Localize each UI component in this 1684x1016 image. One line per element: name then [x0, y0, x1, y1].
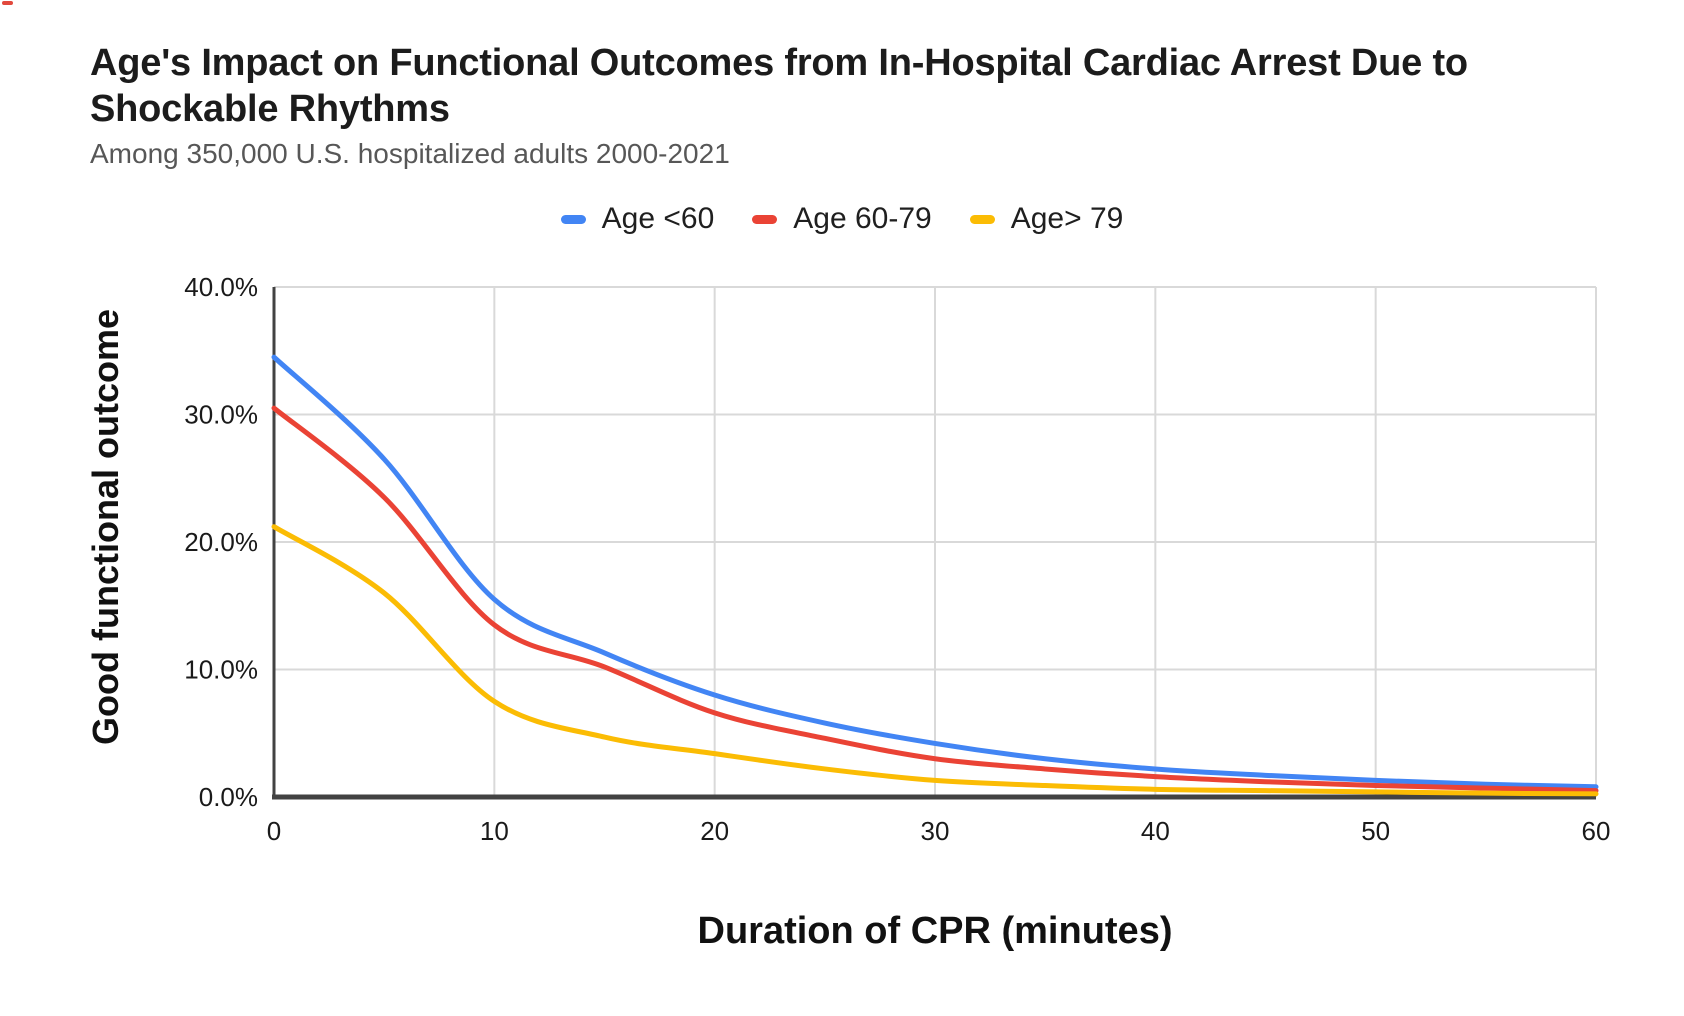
legend-swatch-age-lt-60: [560, 214, 586, 224]
legend-item-age-60-79: Age 60-79: [752, 202, 932, 236]
legend-label-age-lt-60: Age <60: [601, 202, 715, 235]
y-tick-label: 10.0%: [184, 655, 258, 685]
legend-item-age-gt-79: Age> 79: [969, 202, 1124, 236]
y-tick-label: 30.0%: [184, 400, 258, 430]
y-tick-label: 40.0%: [184, 272, 258, 302]
corner-red-mark: [2, 1, 13, 5]
x-tick-label: 40: [1141, 816, 1170, 846]
y-axis-title: Good functional outcome: [85, 309, 126, 745]
series-line-age-79: [271, 524, 1599, 797]
tick-labels: 0.0% 10.0% 20.0% 30.0% 40.0% 0 10 20 30 40 50 60: [184, 272, 1610, 846]
chart-subtitle: Among 350,000 U.S. hospitalized adults 2…: [90, 138, 730, 169]
x-tick-label: 60: [1582, 816, 1611, 846]
x-tick-label: 10: [480, 816, 509, 846]
series-line-age-60-79: [271, 405, 1599, 794]
x-tick-label: 0: [267, 816, 281, 846]
series-line-age-60: [271, 354, 1599, 790]
legend-swatch-age-gt-79: [969, 214, 995, 224]
y-tick-label: 0.0%: [199, 782, 258, 812]
legend-label-age-60-79: Age 60-79: [793, 202, 932, 235]
axes: [272, 287, 1596, 800]
x-tick-label: 20: [700, 816, 729, 846]
y-tick-label: 20.0%: [184, 527, 258, 557]
legend-item-age-lt-60: Age <60: [560, 202, 715, 236]
gridlines: [274, 286, 1597, 797]
x-tick-label: 50: [1361, 816, 1390, 846]
x-tick-label: 30: [921, 816, 950, 846]
chart-title: Age's Impact on Functional Outcomes from…: [90, 42, 1468, 131]
series-lines: [271, 354, 1599, 797]
chart-legend: Age <60 Age 60-79 Age> 79: [0, 202, 1684, 236]
legend-swatch-age-60-79: [752, 214, 778, 224]
legend-label-age-gt-79: Age> 79: [1010, 202, 1124, 235]
x-axis-title: Duration of CPR (minutes): [698, 910, 1173, 952]
